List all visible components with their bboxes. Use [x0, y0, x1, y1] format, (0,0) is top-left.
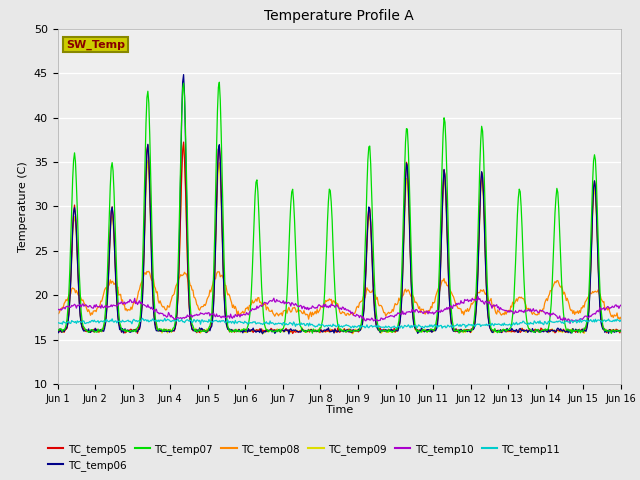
Text: SW_Temp: SW_Temp [66, 39, 125, 50]
Title: Temperature Profile A: Temperature Profile A [264, 10, 414, 24]
Legend: TC_temp05, TC_temp06, TC_temp07, TC_temp08, TC_temp09, TC_temp10, TC_temp11: TC_temp05, TC_temp06, TC_temp07, TC_temp… [44, 439, 564, 475]
Y-axis label: Temperature (C): Temperature (C) [18, 161, 28, 252]
X-axis label: Time: Time [326, 405, 353, 415]
